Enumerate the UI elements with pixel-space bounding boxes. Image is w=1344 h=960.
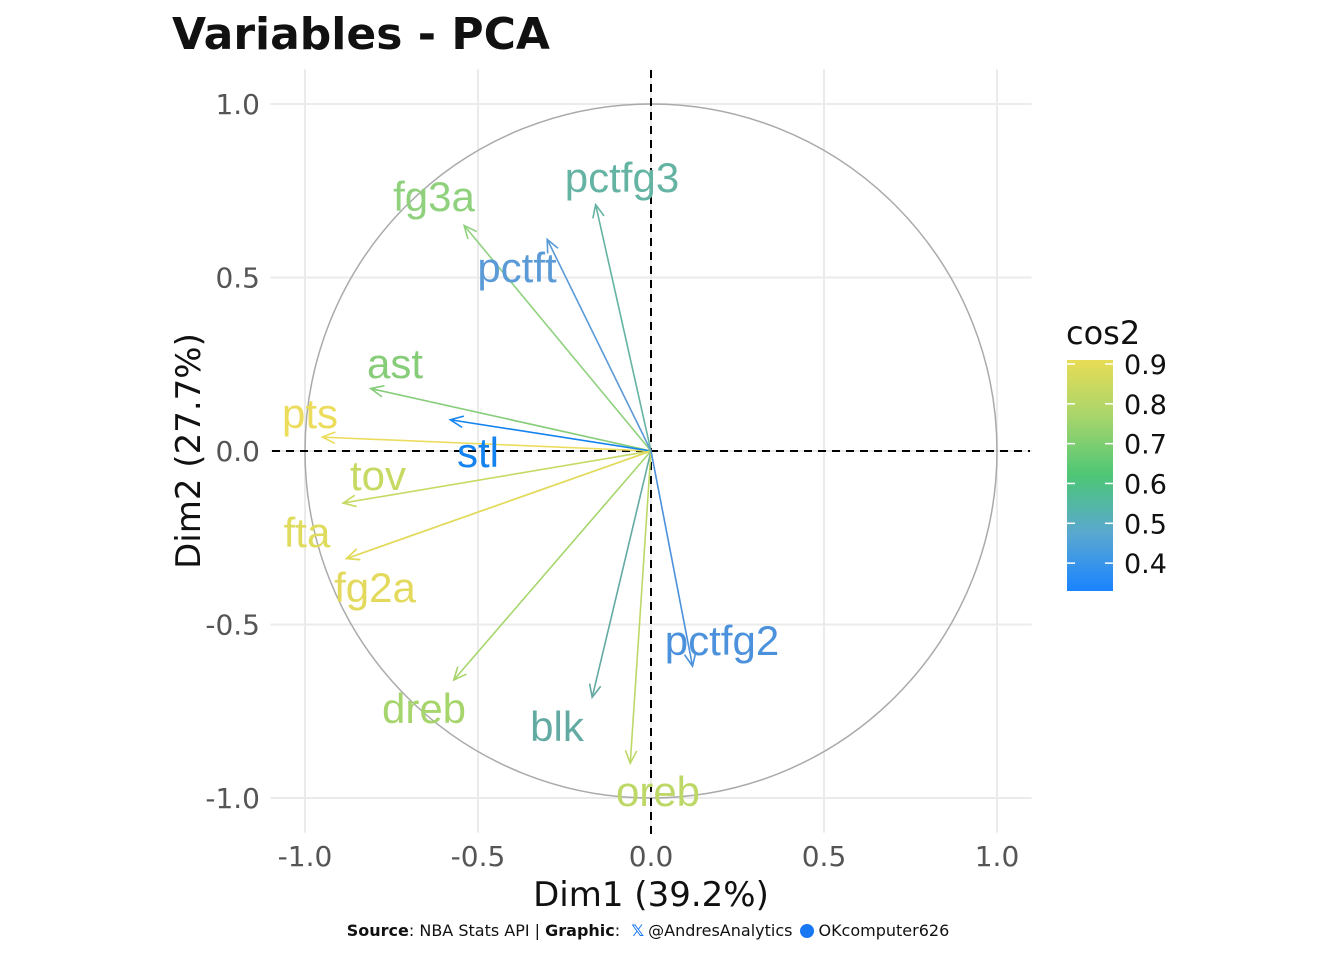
label-pts: pts xyxy=(282,390,338,437)
arrow-ast xyxy=(370,387,652,452)
caption-source-label: Source xyxy=(346,921,409,940)
legend-tick-label: 0.6 xyxy=(1124,469,1167,500)
arrow-pctfg2 xyxy=(650,450,694,667)
label-tov: tov xyxy=(350,452,406,499)
legend-tick-label: 0.4 xyxy=(1124,549,1167,580)
arrowhead-fg3a xyxy=(462,223,478,240)
y-axis-title: Dim2 (27.7%) xyxy=(169,333,209,569)
cos2-legend: cos2 0.9 0.8 0.7 0.6 0.5 0.4 xyxy=(1066,314,1167,591)
arrowhead-ast xyxy=(368,384,385,398)
arrowhead-tov xyxy=(341,494,357,508)
arrow-blk xyxy=(591,450,652,698)
x-tick-label: -1.0 xyxy=(278,840,333,873)
arrow-stl xyxy=(450,418,652,452)
legend-tick-label: 0.5 xyxy=(1124,509,1167,540)
legend-colorbar xyxy=(1067,360,1113,591)
y-tick-label: 0.0 xyxy=(215,435,260,468)
label-oreb: oreb xyxy=(616,768,700,815)
arrowhead-pctfg3 xyxy=(592,202,605,219)
arrowhead-fg2a xyxy=(344,548,361,561)
x-tick-label: 0.5 xyxy=(802,840,847,873)
arrow-pctfg3 xyxy=(594,204,652,452)
label-pctft: pctft xyxy=(477,244,557,291)
github-icon xyxy=(800,924,815,938)
arrow-dreb xyxy=(453,450,652,681)
label-fta: fta xyxy=(284,509,331,556)
arrowhead-pctft xyxy=(546,237,559,254)
label-pctfg2: pctfg2 xyxy=(665,617,779,664)
label-ast: ast xyxy=(367,340,423,387)
caption-x-handle[interactable]: @AndresAnalytics xyxy=(648,921,793,940)
x-tick-label: 1.0 xyxy=(975,840,1020,873)
y-tick-label: -0.5 xyxy=(205,609,260,642)
y-tick-label: -1.0 xyxy=(205,782,260,815)
arrow-pts xyxy=(322,436,652,452)
x-axis-ticks: -1.0 -0.5 0.0 0.5 1.0 xyxy=(278,840,1020,873)
caption-github-handle[interactable]: OKcomputer626 xyxy=(818,921,950,940)
y-tick-label: 0.5 xyxy=(215,262,260,295)
arrowhead-oreb xyxy=(624,749,638,766)
legend-tick-label: 0.7 xyxy=(1124,430,1167,461)
arrowhead-stl xyxy=(448,415,465,429)
x-tick-label: -0.5 xyxy=(451,840,506,873)
y-axis-ticks: -1.0 -0.5 0.0 0.5 1.0 xyxy=(205,88,260,815)
variable-arrows xyxy=(320,202,697,766)
legend-tick-label: 0.8 xyxy=(1124,390,1167,421)
caption: Source: NBA Stats API | Graphic: 𝕏 @Andre… xyxy=(0,921,1296,940)
arrow-tov xyxy=(342,450,652,504)
label-fg3a: fg3a xyxy=(393,173,475,220)
label-blk: blk xyxy=(530,703,585,750)
y-tick-label: 1.0 xyxy=(215,88,260,121)
label-fg2a: fg2a xyxy=(334,564,416,611)
arrow-pctft xyxy=(546,238,652,452)
arrowhead-pts xyxy=(320,431,336,445)
label-pctfg3: pctfg3 xyxy=(565,154,679,201)
arrow-fg3a xyxy=(463,224,652,452)
label-dreb: dreb xyxy=(382,685,466,732)
label-stl: stl xyxy=(457,429,499,476)
legend-ticks: 0.9 0.8 0.7 0.6 0.5 0.4 xyxy=(1067,350,1167,580)
legend-tick-label: 0.9 xyxy=(1124,350,1167,381)
x-axis-title: Dim1 (39.2%) xyxy=(533,875,769,915)
caption-graphic-label: Graphic xyxy=(545,921,615,940)
arrowhead-dreb xyxy=(452,666,467,682)
arrowhead-blk xyxy=(588,683,602,700)
caption-graphic-sep: : xyxy=(614,921,626,940)
caption-source-text: : NBA Stats API | xyxy=(408,921,546,940)
chart-title: Variables - PCA xyxy=(172,9,550,60)
x-tick-label: 0.0 xyxy=(629,840,674,873)
x-logo-icon: 𝕏 xyxy=(631,921,645,940)
legend-title: cos2 xyxy=(1066,314,1140,352)
arrowhead-pctfg2 xyxy=(683,652,697,669)
arrow-oreb xyxy=(629,450,652,764)
arrow-fg2a xyxy=(346,450,652,560)
